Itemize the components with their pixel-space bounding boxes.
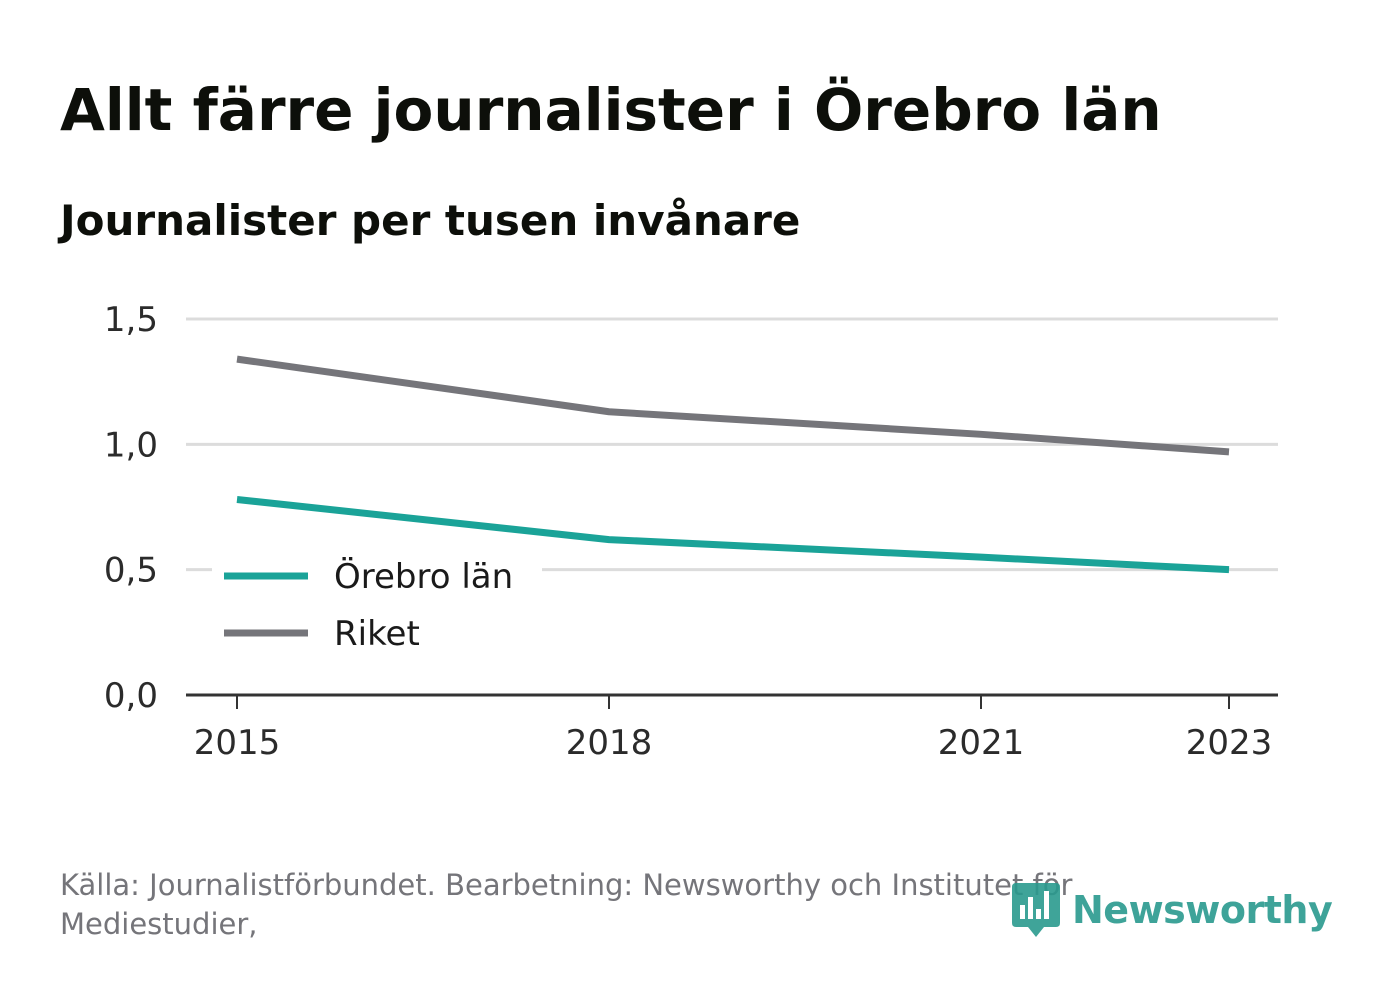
y-tick-label: 0,5	[104, 551, 158, 591]
y-tick-label: 1,0	[104, 425, 158, 465]
newsworthy-logo: Newsworthy	[1010, 878, 1333, 942]
y-axis-ticks: 0,0 0,5 1,0 1,5	[104, 300, 158, 716]
x-tick-label: 2015	[194, 723, 281, 763]
x-tick-label: 2021	[938, 723, 1025, 763]
legend-background	[212, 546, 542, 664]
legend: Örebro län Riket	[212, 546, 542, 664]
x-tick-label: 2023	[1186, 723, 1273, 763]
newsworthy-bars-icon	[1012, 883, 1060, 937]
chart-subtitle: Journalister per tusen invånare	[60, 196, 801, 245]
y-tick-label: 0,0	[104, 676, 158, 716]
y-tick-label: 1,5	[104, 300, 158, 340]
legend-label: Örebro län	[334, 556, 513, 597]
source-note: Källa: Journalistförbundet. Bearbetning:…	[60, 868, 1073, 941]
legend-label: Riket	[334, 614, 420, 654]
series-lines	[236, 355, 1230, 574]
x-tick-label: 2018	[566, 723, 653, 763]
logo-text: Newsworthy	[1072, 888, 1333, 932]
chart-title: Allt färre journalister i Örebro län	[60, 76, 1162, 144]
series-line	[236, 355, 1230, 456]
x-axis-ticks: 2015 2018 2021 2023	[194, 695, 1273, 763]
series-line	[236, 496, 1230, 574]
